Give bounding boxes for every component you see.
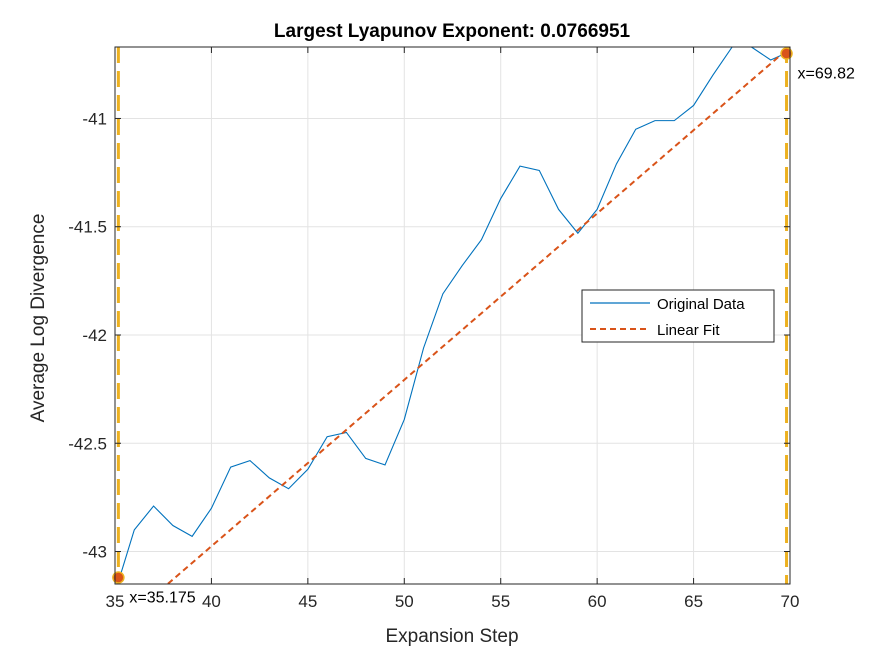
- x-axis-label: Expansion Step: [385, 626, 518, 647]
- chart-title: Largest Lyapunov Exponent: 0.0766951: [274, 21, 631, 42]
- y-tick-label: -41: [82, 109, 107, 128]
- y-axis-label: Average Log Divergence: [28, 214, 49, 423]
- linear-fit-line: [166, 47, 790, 584]
- x-tick-label: 55: [491, 592, 510, 611]
- legend-box: [581, 289, 775, 343]
- series-group: [117, 47, 790, 584]
- y-tick-label: -42.5: [68, 434, 107, 453]
- x-tick-label: 35: [106, 592, 125, 611]
- legend-label-fit: Linear Fit: [657, 322, 720, 339]
- legend-label-original: Original Data: [657, 296, 745, 313]
- y-tick-label: -42: [82, 326, 107, 345]
- x-tick-label: 70: [781, 592, 800, 611]
- x-tick-label: 40: [202, 592, 221, 611]
- range-marker-point: [112, 571, 125, 584]
- x-tick-label: 60: [588, 592, 607, 611]
- legend: Original Data Linear Fit: [581, 289, 775, 343]
- x-axis-ticks: 35 40 45 50 55 60 65 70: [106, 47, 800, 611]
- range-lines: [116, 47, 789, 584]
- y-tick-label: -41.5: [68, 218, 107, 237]
- range-marker-label: x=35.175: [129, 590, 195, 607]
- original-data-line: [117, 47, 790, 584]
- x-tick-label: 45: [298, 592, 317, 611]
- x-tick-label: 50: [395, 592, 414, 611]
- x-tick-label: 65: [684, 592, 703, 611]
- range-markers: x=35.175 x=69.82: [112, 47, 855, 607]
- y-tick-label: -43: [82, 543, 107, 562]
- range-marker-label: x=69.82: [798, 65, 855, 82]
- axes-box: [114, 46, 791, 585]
- range-marker-point: [780, 47, 793, 60]
- y-axis-ticks: -43 -42.5 -42 -41.5 -41: [68, 109, 790, 562]
